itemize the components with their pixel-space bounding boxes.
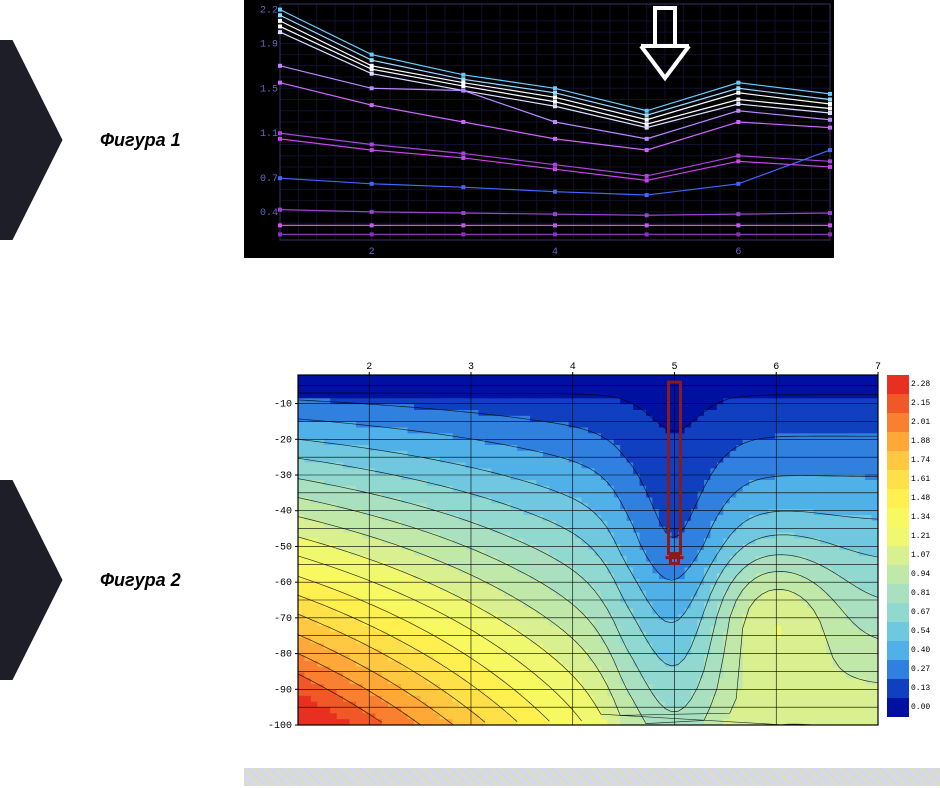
noise-strip: [244, 768, 940, 786]
chevron-shape-2: [0, 480, 70, 680]
legend-row: 0.13: [887, 679, 940, 698]
legend-row: 0.00: [887, 698, 940, 717]
legend-row: 0.94: [887, 565, 940, 584]
svg-text:0.7: 0.7: [260, 174, 278, 185]
svg-text:2: 2: [369, 247, 375, 258]
line-chart: 0.4 0.7 1.1 1.5 1.9 2.2 2 4 6: [244, 0, 834, 258]
legend-row: 1.07: [887, 546, 940, 565]
chevron-shape-1: [0, 40, 70, 240]
legend-row: 2.15: [887, 394, 940, 413]
legend-row: 0.81: [887, 584, 940, 603]
legend-row: 0.40: [887, 641, 940, 660]
legend-row: 1.48: [887, 489, 940, 508]
legend-row: 0.67: [887, 603, 940, 622]
contour-chart: -10-20-30-40-50-60-70-80-90-100234567 2.…: [244, 353, 940, 738]
legend-row: 2.01: [887, 413, 940, 432]
legend-row: 0.27: [887, 660, 940, 679]
contour-legend: 2.282.152.011.881.741.611.481.341.211.07…: [887, 375, 940, 717]
svg-text:4: 4: [552, 247, 558, 258]
legend-row: 1.74: [887, 451, 940, 470]
legend-row: 1.21: [887, 527, 940, 546]
svg-text:6: 6: [735, 247, 741, 258]
legend-row: 1.34: [887, 508, 940, 527]
svg-text:0.4: 0.4: [260, 208, 278, 219]
figure-1-label: Фигура 1: [100, 130, 181, 151]
svg-text:1.9: 1.9: [260, 39, 278, 50]
svg-text:2.2: 2.2: [260, 6, 278, 17]
legend-row: 1.61: [887, 470, 940, 489]
svg-text:1.5: 1.5: [260, 84, 278, 95]
legend-row: 2.28: [887, 375, 940, 394]
svg-text:1.1: 1.1: [260, 129, 278, 140]
contour-chart-svg: -10-20-30-40-50-60-70-80-90-100234567: [244, 353, 940, 738]
legend-row: 1.88: [887, 432, 940, 451]
line-chart-svg: 0.4 0.7 1.1 1.5 1.9 2.2 2 4 6: [244, 0, 834, 258]
figure-2-label: Фигура 2: [100, 570, 181, 591]
legend-row: 0.54: [887, 622, 940, 641]
